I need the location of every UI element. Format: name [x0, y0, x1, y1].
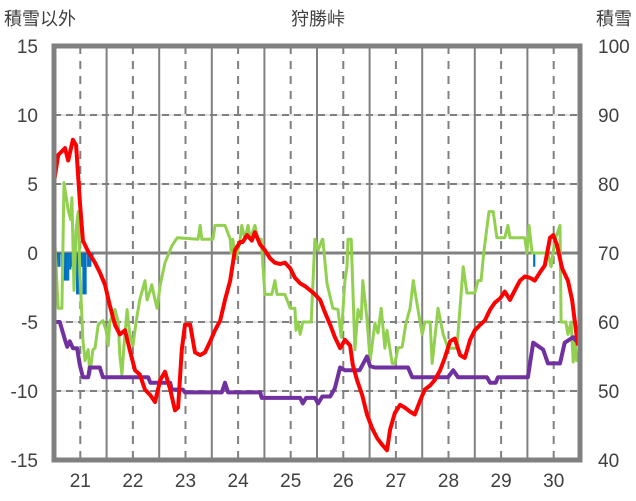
- y-tick-label: -15: [11, 451, 38, 472]
- y-tick-label: 5: [27, 175, 38, 196]
- bar-blue: [76, 253, 79, 295]
- y2-tick-label: 50: [598, 382, 619, 403]
- y-tick-label: -10: [11, 382, 38, 403]
- y-axis-left-ticks: 15 10 5 0 -5 -10 -15: [11, 37, 38, 472]
- line-series: [52, 137, 580, 453]
- x-tick-label: 24: [228, 471, 250, 492]
- bar-blue: [82, 253, 85, 295]
- x-tick-label: 26: [333, 471, 354, 492]
- x-tick-label: 28: [438, 471, 459, 492]
- y-axis-right-ticks: 100 90 80 70 60 50 40: [598, 37, 630, 472]
- x-tick-label: 30: [543, 471, 564, 492]
- x-tick-label: 21: [70, 471, 91, 492]
- x-tick-label: 25: [280, 471, 301, 492]
- chart-title: 狩勝峠: [291, 9, 345, 30]
- line-red: [52, 137, 580, 453]
- y2-tick-label: 40: [598, 451, 619, 472]
- bar-blue: [89, 253, 92, 267]
- y2-tick-label: 90: [598, 106, 619, 127]
- y-tick-label: -5: [21, 313, 38, 334]
- y-axis-left-label: 積雪以外: [4, 9, 76, 30]
- x-axis-ticks: 21 22 23 24 25 26 27 28 29 30: [70, 471, 565, 492]
- line-purple: [54, 320, 580, 406]
- plot-frame: [51, 43, 583, 463]
- y2-tick-label: 70: [598, 244, 619, 265]
- y-tick-label: 0: [27, 244, 38, 265]
- y-axis-right-label: 積雪: [596, 9, 632, 30]
- bar-blue: [533, 253, 536, 267]
- line-green: [52, 181, 579, 376]
- bar-blue: [84, 253, 87, 295]
- x-tick-label: 23: [175, 471, 196, 492]
- bar-blue: [67, 253, 70, 281]
- bar-blue: [80, 253, 83, 267]
- x-tick-label: 29: [491, 471, 512, 492]
- bar-blue: [65, 253, 68, 281]
- bar-blue: [87, 253, 90, 267]
- x-tick-label: 27: [385, 471, 406, 492]
- y2-tick-label: 80: [598, 175, 619, 196]
- x-tick-label: 22: [122, 471, 143, 492]
- y2-tick-label: 100: [598, 37, 630, 58]
- y2-tick-label: 60: [598, 313, 619, 334]
- y-tick-label: 15: [17, 37, 38, 58]
- y-tick-label: 10: [17, 106, 38, 127]
- bar-blue: [58, 253, 61, 267]
- bar-blue: [69, 253, 72, 270]
